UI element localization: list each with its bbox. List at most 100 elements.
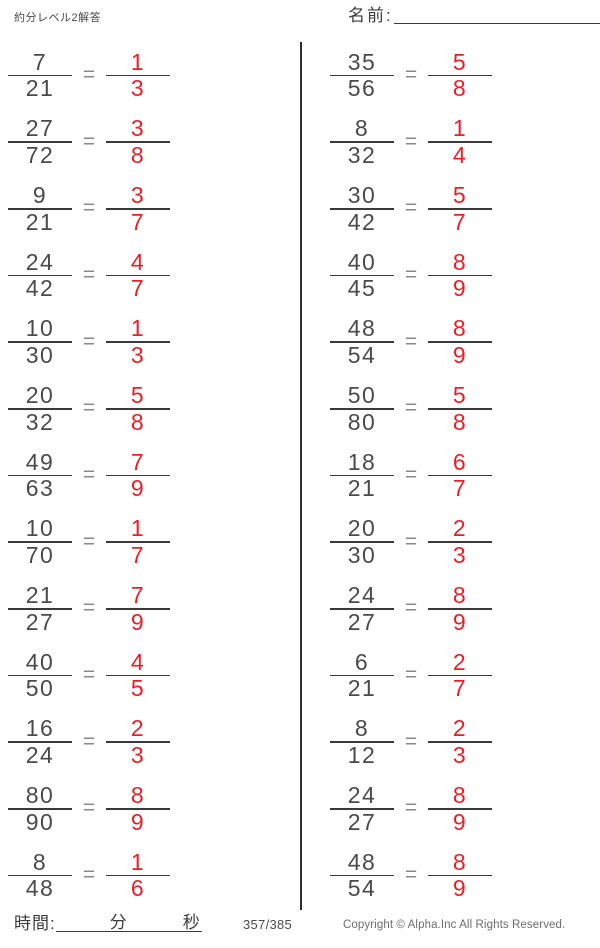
problem-row: 40 45 = 8 9 [330,242,600,309]
question-fraction-denominator: 90 [25,808,55,835]
answer-fraction-bar [106,741,170,744]
question-fraction-denominator: 27 [25,608,55,635]
equals-sign: = [82,529,96,553]
time-seconds-unit-label: 秒 [180,913,202,932]
worksheet-footer: 時間: 分 秒 357/385 Copyright © Alpha.Inc Al… [0,912,600,948]
time-field: 時間: 分 秒 [14,914,202,932]
answer-fraction-bar [428,741,492,744]
question-fraction-denominator: 21 [347,475,377,502]
answer-fraction-bar [106,274,170,277]
question-fraction: 10 70 [8,516,72,568]
equals-sign: = [404,62,418,86]
question-fraction: 27 72 [8,116,72,168]
question-fraction-bar [8,141,72,143]
answer-fraction-denominator: 9 [452,275,468,302]
problem-column-right: 35 56 = 5 8 8 32 = 1 4 30 42 = 5 7 40 45 = 8 9 48 54 = 8 9 50 80 = 5… [330,42,600,909]
problem-row: 49 63 = 7 9 [8,442,278,509]
question-fraction-numerator: 35 [347,48,377,75]
page-title: 約分レベル2解答 [14,12,102,24]
equals-sign: = [404,529,418,553]
answer-fraction-denominator: 9 [452,808,468,835]
question-fraction-denominator: 45 [347,275,377,302]
answer-fraction-denominator: 7 [130,208,146,235]
question-fraction-denominator: 21 [347,675,377,702]
problem-row: 16 24 = 2 3 [8,709,278,776]
answer-fraction-denominator: 8 [130,408,146,435]
answer-fraction-numerator: 1 [130,315,146,342]
answer-fraction-bar [106,541,170,543]
equals-sign: = [82,129,96,153]
answer-fraction-denominator: 7 [452,675,468,702]
name-input-blank[interactable] [393,6,600,24]
equals-sign: = [404,262,418,286]
answer-fraction-denominator: 5 [130,675,146,702]
question-fraction-denominator: 24 [25,742,55,769]
question-fraction: 8 32 [330,116,394,168]
question-fraction-bar [8,874,72,877]
problem-row: 7 21 = 1 3 [8,42,278,109]
question-fraction: 6 21 [330,648,394,702]
question-fraction-denominator: 54 [347,875,377,902]
answer-fraction-numerator: 2 [452,648,468,675]
equals-sign: = [404,329,418,353]
question-fraction-denominator: 30 [347,541,377,568]
answer-fraction-bar [428,541,492,543]
worksheet-header: 約分レベル2解答 名前: [0,0,600,40]
question-fraction-denominator: 27 [347,608,377,635]
answer-fraction-numerator: 2 [130,715,146,742]
answer-fraction-bar [428,341,492,343]
question-fraction-numerator: 48 [347,315,377,342]
question-fraction-numerator: 6 [354,648,370,675]
problem-row: 6 21 = 2 7 [330,642,600,709]
answer-fraction-bar [428,674,492,677]
question-fraction: 35 56 [330,48,394,102]
time-label: 時間: [14,914,56,933]
question-fraction-bar [330,74,394,77]
question-fraction: 40 45 [330,248,394,302]
equals-sign: = [404,729,418,753]
answer-fraction-numerator: 6 [452,448,468,475]
question-fraction-numerator: 40 [347,248,377,275]
page-number: 357/385 [243,917,293,932]
answer-fraction-bar [428,141,492,143]
answer-fraction-bar [106,207,170,210]
question-fraction-denominator: 70 [25,541,55,568]
answer-fraction-bar [106,874,170,877]
answer-fraction-numerator: 7 [130,582,146,609]
problem-row: 20 32 = 5 8 [8,375,278,442]
equals-sign: = [82,196,96,220]
problem-row: 48 54 = 8 9 [330,842,600,909]
question-fraction: 24 42 [8,249,72,302]
question-fraction-denominator: 21 [25,208,55,235]
answer-fraction-bar [428,274,492,277]
question-fraction-denominator: 56 [347,75,377,102]
equals-sign: = [82,596,96,620]
question-fraction-bar [330,608,394,610]
answer-fraction-bar [428,808,492,810]
answer-fraction-bar [428,874,492,877]
question-fraction-bar [8,474,72,477]
question-fraction-numerator: 21 [25,582,55,609]
equals-sign: = [404,596,418,620]
equals-sign: = [82,863,96,887]
problem-row: 10 70 = 1 7 [8,509,278,576]
question-fraction-bar [330,341,394,343]
time-minutes-blank[interactable] [55,914,108,932]
equals-sign: = [82,729,96,753]
time-seconds-blank[interactable] [128,914,181,932]
question-fraction-numerator: 48 [347,848,377,875]
question-fraction: 7 21 [8,49,72,102]
answer-fraction-numerator: 4 [130,248,146,275]
answer-fraction-denominator: 4 [452,141,468,168]
answer-fraction-numerator: 5 [452,181,468,208]
